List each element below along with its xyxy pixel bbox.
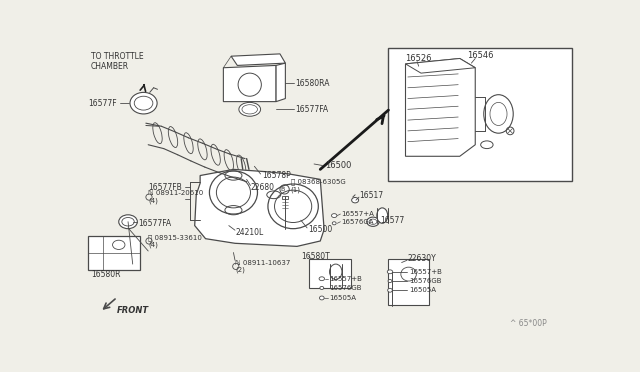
Text: 16580RA: 16580RA (296, 78, 330, 88)
Text: 16505A: 16505A (330, 295, 356, 301)
Bar (88, 235, 140, 270)
Text: Ⓜ 08915-33610
(4): Ⓜ 08915-33610 (4) (148, 234, 202, 248)
Text: 16526: 16526 (406, 54, 432, 63)
Bar (388, 259, 429, 305)
Text: 16557+B: 16557+B (410, 269, 442, 275)
Text: ℕ 08911-10637
(2): ℕ 08911-10637 (2) (235, 260, 291, 273)
Ellipse shape (484, 95, 513, 133)
Text: 22680: 22680 (250, 183, 275, 192)
Text: 22630Y: 22630Y (407, 254, 436, 263)
Ellipse shape (388, 279, 392, 283)
Text: 16517: 16517 (359, 191, 383, 200)
Text: 16500: 16500 (325, 161, 351, 170)
Bar (308, 259, 351, 288)
Text: 16578P: 16578P (262, 171, 291, 180)
Text: B: B (280, 187, 284, 192)
Text: 16580R: 16580R (91, 270, 120, 279)
Text: FRONT: FRONT (117, 306, 149, 315)
Bar (282, 196, 288, 199)
Text: 16576GB: 16576GB (330, 285, 362, 291)
Ellipse shape (239, 102, 260, 116)
Ellipse shape (387, 270, 393, 274)
Text: 16580T: 16580T (301, 252, 330, 261)
Text: 16576GA: 16576GA (341, 219, 374, 225)
Ellipse shape (320, 286, 324, 289)
Text: 24210L: 24210L (235, 228, 263, 237)
Ellipse shape (119, 215, 138, 229)
Ellipse shape (332, 214, 337, 218)
Text: ℕ 08911-20610
(4): ℕ 08911-20610 (4) (148, 190, 204, 204)
Text: TO THROTTLE
CHAMBER: TO THROTTLE CHAMBER (91, 52, 143, 71)
Text: 16577FA: 16577FA (138, 219, 172, 228)
Ellipse shape (332, 222, 336, 225)
Text: 16500: 16500 (308, 225, 333, 234)
Text: 16577F: 16577F (88, 99, 116, 108)
Ellipse shape (268, 184, 318, 229)
Ellipse shape (130, 92, 157, 114)
Text: 16576GB: 16576GB (410, 278, 442, 284)
Ellipse shape (209, 171, 257, 214)
Polygon shape (276, 63, 285, 102)
Ellipse shape (388, 288, 392, 292)
Polygon shape (406, 58, 476, 156)
Text: 16505A: 16505A (410, 287, 436, 293)
Ellipse shape (367, 217, 379, 226)
Ellipse shape (351, 198, 358, 203)
Polygon shape (406, 58, 476, 73)
Text: 16557+A: 16557+A (341, 211, 374, 217)
Text: 16546: 16546 (467, 51, 494, 60)
Polygon shape (195, 169, 324, 246)
Ellipse shape (330, 264, 342, 279)
Ellipse shape (319, 277, 324, 280)
Text: ^ 65*00P: ^ 65*00P (510, 319, 547, 328)
Polygon shape (223, 65, 276, 102)
Ellipse shape (319, 296, 324, 300)
Ellipse shape (377, 208, 388, 223)
Text: 16557+B: 16557+B (330, 276, 362, 282)
Text: Ⓑ 08368-6305G
(1): Ⓑ 08368-6305G (1) (291, 179, 346, 193)
Bar (388, 48, 572, 181)
Text: 16577FA: 16577FA (296, 105, 328, 114)
Text: 16577FB: 16577FB (148, 183, 182, 192)
Text: 16577: 16577 (381, 217, 405, 225)
Polygon shape (231, 54, 285, 65)
